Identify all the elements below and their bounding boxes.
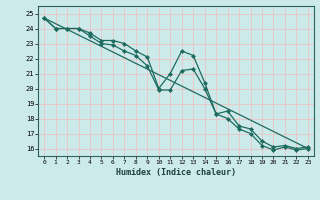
X-axis label: Humidex (Indice chaleur): Humidex (Indice chaleur) xyxy=(116,168,236,177)
